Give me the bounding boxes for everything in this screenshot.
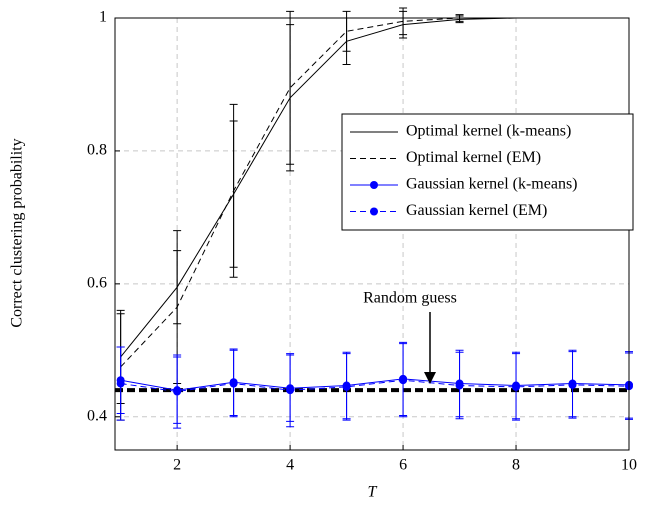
series bbox=[116, 341, 633, 424]
marker bbox=[568, 380, 577, 389]
y-tick-label: 0.6 bbox=[87, 275, 107, 292]
arrow-head bbox=[424, 372, 436, 384]
error-bar bbox=[399, 7, 408, 36]
marker bbox=[229, 379, 238, 388]
annotation: Random guess bbox=[363, 290, 457, 307]
x-tick-label: 6 bbox=[399, 457, 407, 474]
y-tick-label: 1 bbox=[99, 9, 107, 26]
legend-marker bbox=[370, 207, 378, 216]
marker bbox=[455, 381, 464, 390]
legend-label: Gaussian kernel (EM) bbox=[406, 202, 547, 219]
y-tick-label: 0.8 bbox=[87, 142, 107, 159]
series-line bbox=[120, 378, 630, 391]
x-tick-label: 8 bbox=[512, 457, 520, 474]
marker bbox=[342, 382, 351, 391]
legend-label: Optimal kernel (EM) bbox=[406, 149, 541, 166]
x-tick-label: 2 bbox=[173, 457, 181, 474]
marker bbox=[116, 379, 125, 388]
y-axis-label: Correct clustering probability bbox=[9, 138, 26, 327]
legend-label: Optimal kernel (k-means) bbox=[406, 123, 571, 140]
marker bbox=[399, 376, 408, 385]
plot-frame bbox=[114, 17, 630, 451]
x-axis-label: T bbox=[368, 484, 378, 501]
series-line bbox=[120, 379, 630, 393]
series bbox=[116, 343, 633, 429]
legend-box bbox=[341, 113, 634, 231]
marker bbox=[173, 387, 182, 396]
x-tick-label: 10 bbox=[621, 457, 637, 474]
legend-label: Gaussian kernel (k-means) bbox=[406, 176, 578, 193]
marker bbox=[286, 386, 295, 395]
legend-marker bbox=[370, 181, 378, 189]
y-tick-label: 0.4 bbox=[87, 407, 107, 424]
error-bar bbox=[286, 10, 295, 165]
marker bbox=[512, 382, 521, 391]
x-tick-label: 4 bbox=[286, 457, 294, 474]
